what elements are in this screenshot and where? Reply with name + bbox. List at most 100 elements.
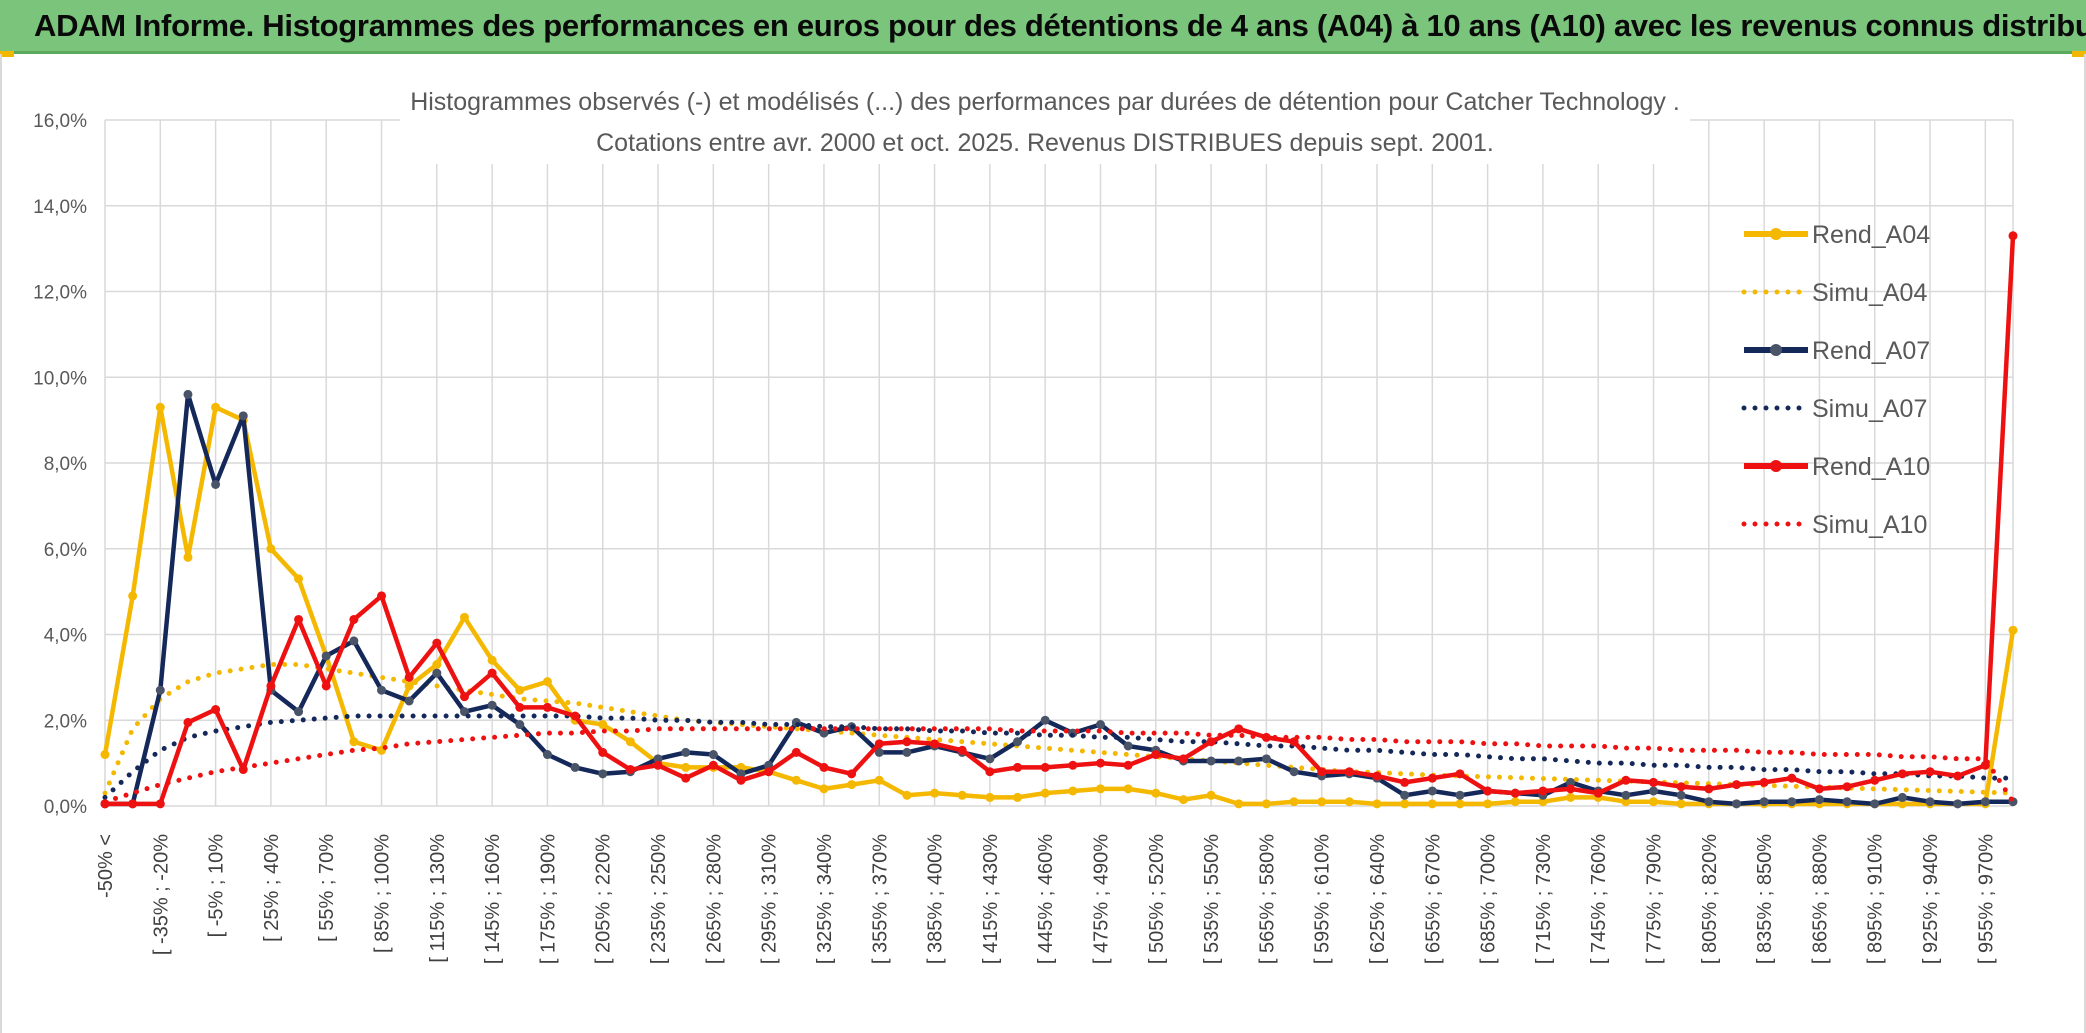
data-point [1980, 797, 1990, 807]
data-point [183, 552, 193, 562]
data-point [1151, 750, 1161, 760]
data-point [1344, 797, 1354, 807]
data-point [1372, 799, 1382, 809]
data-point [1897, 792, 1907, 802]
data-point [791, 747, 801, 757]
legend-label: Simu_A04 [1812, 279, 1927, 307]
data-point [1455, 799, 1465, 809]
x-tick-label: [ 685% ; 700% [1478, 834, 1500, 964]
data-point [238, 411, 248, 421]
x-tick-label: [ 715% ; 730% [1533, 834, 1555, 964]
data-point [902, 737, 912, 747]
data-point [1206, 737, 1216, 747]
data-point [847, 769, 857, 779]
x-tick-label: [ 115% ; 130% [427, 834, 449, 963]
series-line [105, 392, 2013, 807]
data-point [1621, 775, 1631, 785]
data-point [791, 775, 801, 785]
data-point [570, 762, 580, 772]
data-point [598, 769, 608, 779]
report-banner: ADAM Informe. Histogrammes des performan… [0, 0, 2086, 54]
series-rend-a10 [100, 231, 2018, 809]
x-tick-label: [ -5% ; 10% [206, 834, 228, 938]
data-point [1372, 771, 1382, 781]
data-point [1095, 720, 1105, 730]
data-point [1317, 797, 1327, 807]
data-point [183, 717, 193, 727]
data-point [874, 775, 884, 785]
data-point [1649, 797, 1659, 807]
x-axis-ticks: -50% < [ -35% ; -20% [ -5% ; 10% [ 25% ; 40… [95, 834, 1997, 964]
data-point [1317, 767, 1327, 777]
y-tick-label: 6,0% [44, 540, 87, 561]
x-tick-label: [ 865% ; 880% [1809, 834, 1831, 964]
data-point [1483, 786, 1493, 796]
data-point [321, 651, 331, 661]
data-point [1178, 754, 1188, 764]
data-point [404, 681, 414, 691]
y-tick-label: 4,0% [44, 626, 87, 647]
data-point [432, 638, 442, 648]
series-line [102, 713, 2016, 800]
data-point [1455, 769, 1465, 779]
data-point [1621, 797, 1631, 807]
data-point [708, 760, 718, 770]
corner-marker-left [0, 51, 14, 57]
x-tick-label: [ 655% ; 670% [1422, 834, 1444, 964]
x-tick-label: [ 55% ; 70% [316, 834, 338, 942]
x-tick-label: [ 595% ; 610% [1312, 834, 1334, 964]
data-point [1400, 777, 1410, 787]
data-point [681, 773, 691, 783]
x-tick-label: [ 805% ; 820% [1699, 834, 1721, 964]
data-point [542, 750, 552, 760]
data-point [128, 799, 138, 809]
data-point [570, 711, 580, 721]
data-point [515, 702, 525, 712]
data-point [1953, 799, 1963, 809]
x-tick-label: -50% < [95, 834, 117, 898]
data-point [294, 574, 304, 584]
data-point [321, 681, 331, 691]
data-point [1234, 724, 1244, 734]
data-point [1344, 767, 1354, 777]
data-point [819, 784, 829, 794]
chart-title-line1: Histogrammes observés (-) et modélisés (… [410, 88, 1680, 116]
x-tick-label: [ 955% ; 970% [1975, 834, 1997, 964]
x-tick-label: [ 265% ; 280% [703, 834, 725, 964]
data-point [1068, 760, 1078, 770]
x-tick-label: [ 535% ; 550% [1201, 834, 1223, 964]
data-point [736, 775, 746, 785]
data-point [1649, 786, 1659, 796]
data-point [1842, 782, 1852, 792]
data-point [1814, 784, 1824, 794]
series-line [102, 405, 2016, 807]
data-point [1068, 786, 1078, 796]
data-point [459, 692, 469, 702]
data-point [404, 672, 414, 682]
data-point [1593, 788, 1603, 798]
data-point [183, 389, 193, 399]
data-point [1040, 762, 1050, 772]
data-point [1566, 777, 1576, 787]
data-point [1455, 790, 1465, 800]
data-point [1040, 715, 1050, 725]
data-point [1206, 790, 1216, 800]
data-point [985, 792, 995, 802]
data-point [377, 685, 387, 695]
series-rend-a04 [100, 402, 2018, 809]
data-point [1731, 799, 1741, 809]
data-point [515, 685, 525, 695]
legend-label: Simu_A10 [1812, 511, 1927, 539]
series-simu-a04 [102, 662, 2016, 796]
data-point [2008, 625, 2018, 635]
data-point [1123, 760, 1133, 770]
corner-marker-right [2072, 51, 2086, 57]
data-point [404, 696, 414, 706]
legend-marker [1770, 344, 1782, 356]
data-point [1897, 769, 1907, 779]
data-point [266, 681, 276, 691]
data-point [1289, 767, 1299, 777]
data-point [294, 614, 304, 624]
data-point [1400, 790, 1410, 800]
data-point [1261, 754, 1271, 764]
